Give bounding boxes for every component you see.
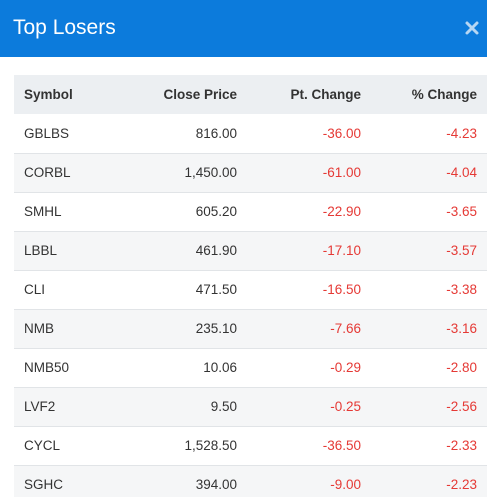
- close-price-cell: 605.20: [195, 204, 237, 219]
- table-row[interactable]: CLI 471.50 -16.50 -3.38: [14, 270, 487, 309]
- pct-change-cell: -4.23: [446, 125, 477, 141]
- close-price-cell: 471.50: [195, 282, 237, 297]
- table-header-row: Symbol Close Price Pt. Change % Change: [14, 75, 487, 114]
- pt-change-cell: -36.00: [322, 125, 361, 141]
- table-row[interactable]: SMHL 605.20 -22.90 -3.65: [14, 192, 487, 231]
- close-price-cell: 816.00: [195, 125, 237, 141]
- close-price-cell: 461.90: [195, 243, 237, 258]
- column-header-symbol[interactable]: Symbol: [24, 87, 73, 102]
- close-price-cell: 10.06: [203, 360, 237, 375]
- pt-change-cell: -9.00: [330, 477, 361, 492]
- table-row[interactable]: CORBL 1,450.00 -61.00 -4.04: [14, 153, 487, 192]
- table-row[interactable]: CYCL 1,528.50 -36.50 -2.33: [14, 426, 487, 465]
- pct-change-cell: -3.65: [446, 204, 477, 219]
- table-row[interactable]: NMB 235.10 -7.66 -3.16: [14, 309, 487, 348]
- close-price-cell: 1,450.00: [184, 165, 237, 180]
- symbol-cell: CYCL: [24, 438, 61, 453]
- pt-change-cell: -36.50: [322, 438, 361, 453]
- symbol-cell: CORBL: [24, 165, 71, 180]
- table-row[interactable]: GBLBS 816.00 -36.00 -4.23: [14, 114, 487, 153]
- modal-title: Top Losers: [13, 16, 116, 39]
- symbol-cell: SGHC: [24, 477, 64, 492]
- symbol-cell: NMB50: [24, 360, 70, 375]
- pct-change-cell: -3.16: [446, 321, 477, 336]
- table-row[interactable]: SGHC 394.00 -9.00 -2.23: [14, 465, 487, 497]
- pct-change-cell: -2.80: [446, 360, 477, 375]
- table-row[interactable]: NMB50 10.06 -0.29 -2.80: [14, 348, 487, 387]
- symbol-cell: GBLBS: [24, 125, 70, 141]
- modal-header: Top Losers: [0, 0, 487, 57]
- losers-table: Symbol Close Price Pt. Change % Change G…: [14, 75, 487, 497]
- close-icon[interactable]: [463, 19, 481, 37]
- table-row[interactable]: LVF2 9.50 -0.25 -2.56: [14, 387, 487, 426]
- symbol-cell: LVF2: [24, 399, 56, 414]
- table-row[interactable]: LBBL 461.90 -17.10 -3.57: [14, 231, 487, 270]
- pct-change-cell: -2.33: [446, 438, 477, 453]
- close-price-cell: 1,528.50: [184, 438, 237, 453]
- pt-change-cell: -17.10: [322, 243, 361, 258]
- pt-change-cell: -16.50: [322, 282, 361, 297]
- column-header-pt-change[interactable]: Pt. Change: [290, 87, 361, 102]
- pt-change-cell: -61.00: [322, 165, 361, 180]
- column-header-close-price[interactable]: Close Price: [163, 87, 237, 102]
- symbol-cell: LBBL: [24, 243, 58, 258]
- close-price-cell: 9.50: [210, 399, 237, 414]
- pct-change-cell: -3.38: [446, 282, 477, 297]
- close-price-cell: 394.00: [195, 477, 237, 492]
- pt-change-cell: -7.66: [330, 321, 361, 336]
- losers-table-container: Symbol Close Price Pt. Change % Change G…: [14, 75, 487, 497]
- pct-change-cell: -2.56: [446, 399, 477, 414]
- symbol-cell: NMB: [24, 321, 54, 336]
- symbol-cell: SMHL: [24, 204, 62, 219]
- pct-change-cell: -2.23: [446, 477, 477, 492]
- pt-change-cell: -22.90: [322, 204, 361, 219]
- pt-change-cell: -0.25: [330, 399, 361, 414]
- symbol-cell: CLI: [24, 282, 46, 297]
- pct-change-cell: -4.04: [446, 165, 477, 180]
- pct-change-cell: -3.57: [446, 243, 477, 258]
- column-header-pct-change[interactable]: % Change: [411, 87, 477, 102]
- close-price-cell: 235.10: [195, 321, 237, 336]
- pt-change-cell: -0.29: [330, 360, 361, 375]
